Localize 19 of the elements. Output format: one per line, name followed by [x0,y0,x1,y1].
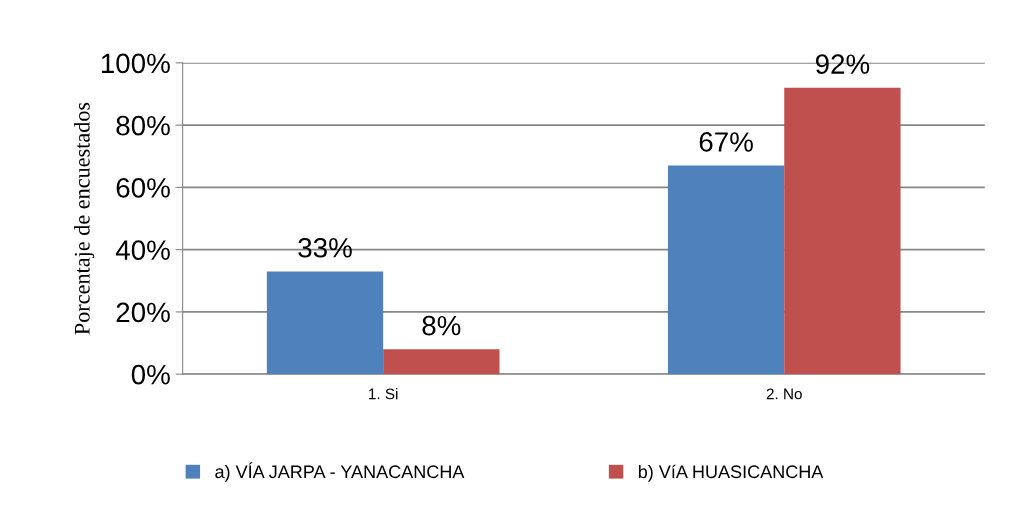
data-label: 8% [422,315,461,336]
bar [784,87,901,375]
bar [266,271,384,375]
bar [667,165,785,375]
y-tick-label: 100% [101,53,170,74]
data-label: 33% [298,237,352,258]
x-tick-label: 1. Si [369,388,398,400]
y-tick-label: 80% [116,115,170,136]
data-label: 67% [699,132,753,152]
y-tick-label: 0% [131,364,170,385]
bar [383,349,500,375]
x-tick-label: 2. No [766,388,802,400]
y-axis-title: Porcentaje de encuestados [74,102,95,335]
y-tick-label: 20% [116,302,170,323]
legend-label: a) VÍA JARPA - YANACANCHA [215,462,465,482]
y-tick-label: 60% [116,178,170,198]
data-label: 92% [815,54,870,74]
y-tick-label: 40% [115,240,170,260]
legend-label: b) VíA HUASICANCHA [638,464,824,482]
